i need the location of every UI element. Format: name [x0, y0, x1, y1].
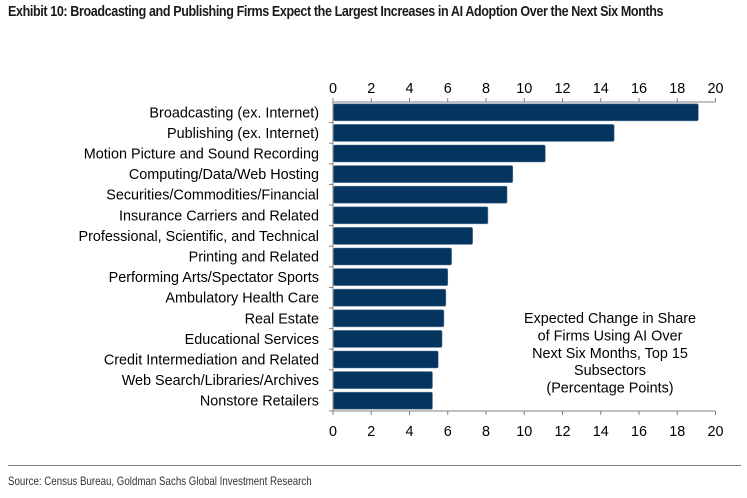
- bars: [333, 103, 699, 410]
- bar: [333, 350, 439, 369]
- bar: [333, 165, 514, 183]
- footer-divider: [8, 465, 741, 466]
- bar: [333, 227, 473, 245]
- annotation-line: Expected Change in Share: [524, 311, 696, 327]
- bar: [333, 309, 445, 328]
- bottom-tick-label: 12: [554, 424, 570, 440]
- bar: [333, 185, 508, 204]
- category-labels: Broadcasting (ex. Internet) Publishing (e…: [78, 105, 319, 409]
- top-tick-label: 6: [444, 81, 452, 97]
- bottom-tick-label: 18: [669, 424, 685, 440]
- bar: [333, 124, 615, 142]
- top-tick-label: 18: [669, 81, 685, 97]
- top-tick-label: 4: [405, 81, 413, 97]
- bar: [333, 247, 452, 266]
- top-tick-label: 20: [707, 81, 723, 97]
- top-tick-label: 16: [631, 81, 647, 97]
- category-label: Nonstore Retailers: [200, 394, 319, 410]
- category-label: Securities/Commodities/Financial: [106, 188, 319, 204]
- category-label: Publishing (ex. Internet): [167, 126, 319, 142]
- category-label: Educational Services: [185, 332, 319, 348]
- category-label: Credit Intermediation and Related: [104, 353, 319, 369]
- bar: [333, 391, 433, 410]
- category-label: Insurance Carriers and Related: [119, 208, 319, 224]
- bar-chart: 0 2 4 6 8 10 12 14 16 18 20 0 2 4 6 8 10 12 14 16 18 20 Broa…: [78, 81, 724, 440]
- bottom-tick-label: 0: [329, 424, 337, 440]
- top-tick-label: 14: [593, 81, 609, 97]
- bottom-tick-label: 16: [631, 424, 647, 440]
- category-label: Performing Arts/Spectator Sports: [109, 270, 319, 286]
- bottom-tick-label: 14: [593, 424, 609, 440]
- category-label: Professional, Scientific, and Technical: [78, 229, 319, 245]
- annotation-line: Subsectors: [574, 363, 646, 379]
- bar: [333, 103, 699, 122]
- bottom-axis-tick-labels: 0 2 4 6 8 10 12 14 16 18 20: [329, 424, 724, 440]
- bar: [333, 144, 546, 163]
- bottom-tick-label: 10: [516, 424, 532, 440]
- category-label: Ambulatory Health Care: [165, 291, 319, 307]
- axes: [329, 98, 716, 415]
- bottom-tick-label: 20: [707, 424, 723, 440]
- bottom-tick-label: 6: [444, 424, 452, 440]
- top-tick-label: 8: [482, 81, 490, 97]
- top-tick-label: 0: [329, 81, 337, 97]
- chart-title: Exhibit 10: Broadcasting and Publishing …: [8, 4, 664, 20]
- category-label: Real Estate: [245, 311, 319, 327]
- bottom-tick-label: 4: [405, 424, 413, 440]
- top-tick-label: 10: [516, 81, 532, 97]
- category-label: Printing and Related: [189, 250, 319, 266]
- bar: [333, 371, 433, 389]
- category-label: Computing/Data/Web Hosting: [129, 167, 319, 183]
- bar: [333, 330, 443, 348]
- bottom-tick-label: 8: [482, 424, 490, 440]
- top-tick-label: 2: [367, 81, 375, 97]
- annotation-line: Next Six Months, Top 15: [532, 346, 688, 362]
- bar: [333, 268, 449, 286]
- bar: [333, 206, 489, 225]
- bottom-tick-label: 2: [367, 424, 375, 440]
- bar: [333, 288, 447, 307]
- category-label: Broadcasting (ex. Internet): [149, 105, 319, 121]
- annotation-line: of Firms Using AI Over: [538, 328, 683, 344]
- annotation-line: (Percentage Points): [546, 381, 673, 397]
- top-axis-tick-labels: 0 2 4 6 8 10 12 14 16 18 20: [329, 81, 724, 97]
- source-note: Source: Census Bureau, Goldman Sachs Glo…: [8, 475, 312, 488]
- top-tick-label: 12: [554, 81, 570, 97]
- category-label: Motion Picture and Sound Recording: [84, 147, 319, 163]
- category-label: Web Search/Libraries/Archives: [122, 373, 319, 389]
